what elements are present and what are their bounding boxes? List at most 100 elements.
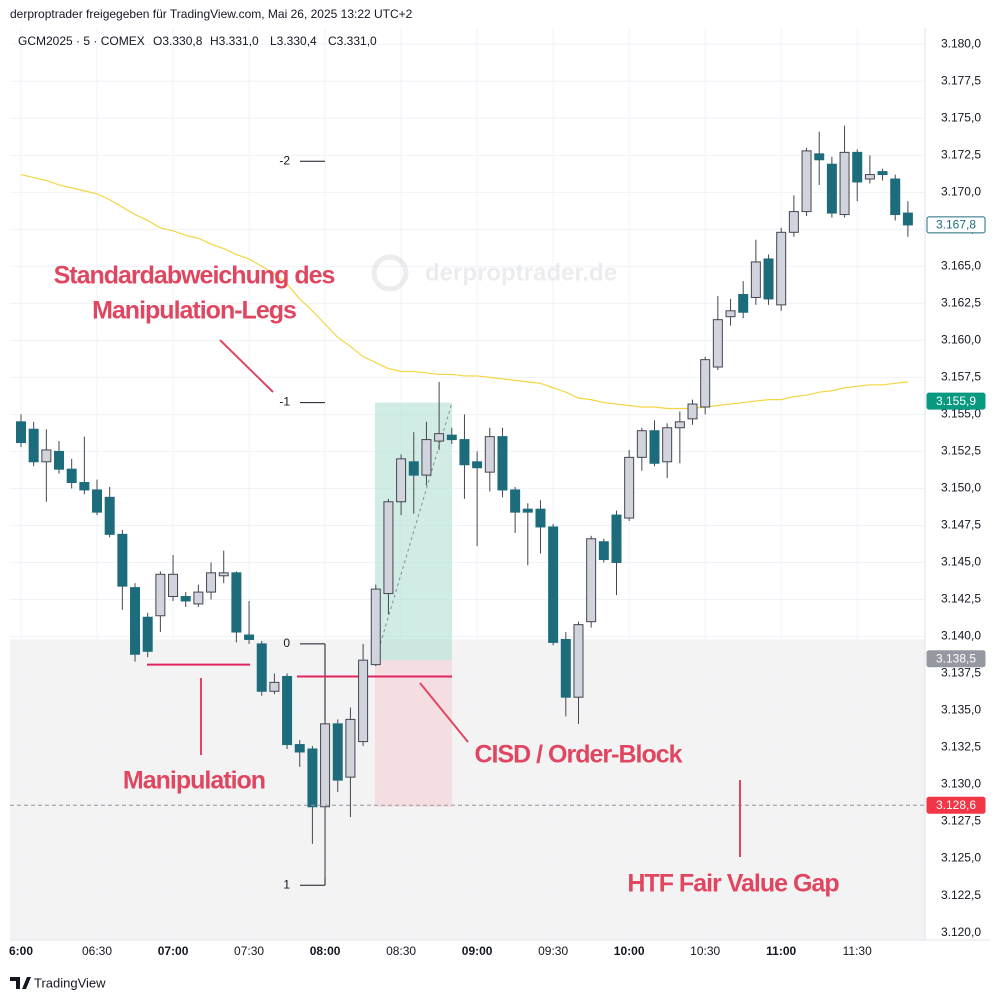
footer: TradingView xyxy=(10,975,106,990)
candle-body xyxy=(54,450,65,470)
y-tick-label: 3.165,0 xyxy=(941,259,981,273)
ohlc-low: L3.330,4 xyxy=(270,34,317,48)
candle-body xyxy=(332,723,343,781)
candle-body xyxy=(864,174,875,180)
candle-body xyxy=(586,538,597,623)
candle-body xyxy=(256,643,267,692)
candle-body xyxy=(484,436,495,473)
price-label-box xyxy=(926,796,986,814)
y-tick-label: 3.160,0 xyxy=(941,333,981,347)
symbol: GCM2025 · 5 · COMEX xyxy=(18,34,145,48)
candle-body xyxy=(510,489,521,513)
footer-logo xyxy=(10,977,31,989)
candle-body xyxy=(269,681,280,692)
y-tick-label: 3.125,0 xyxy=(941,851,981,865)
candle-body xyxy=(662,427,673,463)
candle-body xyxy=(294,744,305,753)
ohlc-close: C3.331,0 xyxy=(328,34,377,48)
candle-body xyxy=(104,496,115,535)
candle-body xyxy=(788,211,799,233)
fib-label: 1 xyxy=(283,877,290,891)
candle-body xyxy=(839,151,850,216)
candle-body xyxy=(459,439,470,466)
candle-body xyxy=(624,456,635,519)
fvg-zone xyxy=(10,639,925,940)
candle-body xyxy=(687,403,698,420)
candle-body xyxy=(421,439,432,476)
watermark-text: derproptrader.de xyxy=(425,259,617,286)
candle-body xyxy=(700,359,711,408)
x-tick-label: 6:00 xyxy=(9,944,33,958)
candle-body xyxy=(168,573,179,598)
candle-body xyxy=(814,153,825,161)
watermark: derproptrader.de xyxy=(371,254,617,292)
x-tick-label: 06:30 xyxy=(82,944,112,958)
candle-body xyxy=(282,675,293,746)
footer-text: TradingView xyxy=(34,975,106,990)
candle-body xyxy=(649,430,660,464)
candle-body xyxy=(206,572,217,593)
candle-body xyxy=(396,458,407,503)
ohlc-high: H3.331,0 xyxy=(210,34,259,48)
candle-body xyxy=(560,638,571,698)
candle-body xyxy=(130,587,141,655)
candle-body xyxy=(345,718,356,778)
fib-label: -2 xyxy=(279,153,290,167)
annotation-arrow xyxy=(419,682,469,743)
y-tick-label: 3.157,5 xyxy=(941,370,981,384)
candle-body xyxy=(446,434,457,441)
candle-body xyxy=(763,258,774,300)
y-tick-label: 3.127,5 xyxy=(941,814,981,828)
candle-body xyxy=(522,508,533,513)
price-label: 3.167,8 xyxy=(936,218,976,232)
y-tick-label: 3.145,0 xyxy=(941,555,981,569)
candle-body xyxy=(801,150,812,213)
candle-body xyxy=(725,310,736,318)
y-tick-label: 3.180,0 xyxy=(941,36,981,50)
candle-body xyxy=(636,430,647,458)
candle-body xyxy=(877,171,888,176)
candle-body xyxy=(193,591,204,605)
candle-body xyxy=(92,489,103,513)
candle-body xyxy=(155,573,166,617)
candle-body xyxy=(218,572,229,577)
candle-body xyxy=(28,428,39,463)
candle-body xyxy=(244,634,255,640)
y-tick-label: 3.177,5 xyxy=(941,73,981,87)
watermark-logo xyxy=(371,254,409,292)
candle-body xyxy=(852,151,863,183)
y-tick-label: 3.155,0 xyxy=(941,407,981,421)
candle-body xyxy=(358,659,369,743)
candle-body xyxy=(231,572,242,633)
y-tick-label: 3.170,0 xyxy=(941,185,981,199)
annotation-arrow xyxy=(219,339,274,393)
price-label: 3.155,9 xyxy=(936,394,976,408)
candle-body xyxy=(750,261,761,298)
ohlc-open: O3.330,8 xyxy=(153,34,203,48)
annotation: HTF Fair Value Gap xyxy=(627,870,839,898)
annotations: Standardabweichung des Manipulation-Legs… xyxy=(54,262,841,898)
order-block-zone xyxy=(375,660,452,807)
candle-body xyxy=(307,748,318,808)
candle-body xyxy=(611,514,622,563)
price-label: 3.128,6 xyxy=(936,798,976,812)
candle-body xyxy=(598,541,609,561)
candle-body xyxy=(776,231,787,306)
y-tick-label: 3.140,0 xyxy=(941,629,981,643)
candle-body xyxy=(674,421,685,429)
fib-label: 0 xyxy=(283,636,290,650)
y-tick-label: 3.172,5 xyxy=(941,147,981,161)
y-tick-label: 3.152,5 xyxy=(941,444,981,458)
candle-body xyxy=(573,624,584,698)
y-tick-label: 3.142,5 xyxy=(941,592,981,606)
x-tick-label: 09:30 xyxy=(538,944,568,958)
y-tick-label: 3.120,0 xyxy=(941,925,981,939)
price-label: 3.138,5 xyxy=(936,651,976,665)
candle-body xyxy=(826,163,837,214)
candle-body xyxy=(738,293,749,313)
y-tick-label: 3.130,0 xyxy=(941,777,981,791)
candle-body xyxy=(434,433,445,442)
candle-body xyxy=(712,319,723,368)
candle-body xyxy=(548,526,559,643)
